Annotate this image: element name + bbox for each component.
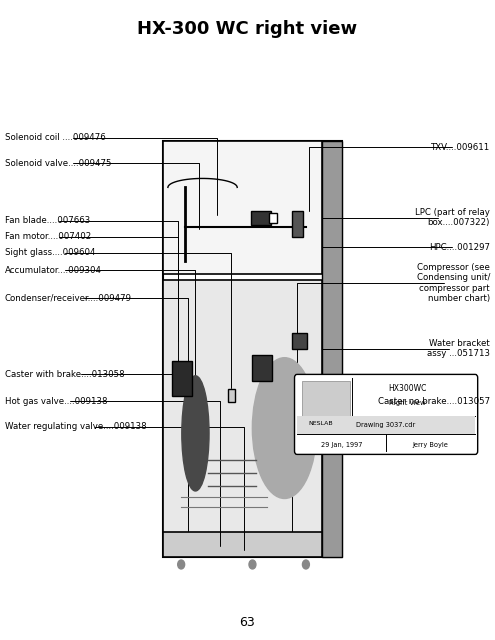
Text: Jerry Boyle: Jerry Boyle: [413, 442, 448, 447]
Text: Fan blade....007663: Fan blade....007663: [5, 216, 90, 225]
Text: 63: 63: [240, 616, 255, 628]
Bar: [163, 280, 322, 544]
Bar: [252, 355, 272, 381]
Bar: [163, 141, 322, 274]
Text: TXV....009611: TXV....009611: [431, 143, 490, 152]
Bar: [163, 532, 322, 557]
Text: Caster with brake....013058: Caster with brake....013058: [5, 370, 125, 379]
Text: Fan motor....007402: Fan motor....007402: [5, 232, 91, 241]
Bar: [322, 141, 342, 557]
Text: Water bracket
assy ...051713: Water bracket assy ...051713: [427, 339, 490, 358]
Text: LPC (part of relay
box....007322): LPC (part of relay box....007322): [415, 208, 490, 227]
Text: Hot gas valve....009138: Hot gas valve....009138: [5, 397, 107, 406]
Ellipse shape: [182, 376, 209, 491]
Text: Condenser/receiver....009479: Condenser/receiver....009479: [5, 293, 132, 302]
Text: NESLAB: NESLAB: [309, 420, 333, 426]
Text: Compressor (see
Condensing unit/
compressor part
number chart): Compressor (see Condensing unit/ compres…: [417, 263, 490, 303]
Text: Accumulator....009304: Accumulator....009304: [5, 266, 102, 275]
Text: Caster no brake....013057: Caster no brake....013057: [378, 397, 490, 406]
Bar: [172, 361, 192, 396]
Bar: [297, 416, 475, 435]
Text: Water regulating valve....009138: Water regulating valve....009138: [5, 422, 147, 431]
Text: HPC....001297: HPC....001297: [429, 243, 490, 252]
Text: Drawing 3037.cdr: Drawing 3037.cdr: [356, 422, 416, 428]
Bar: [228, 389, 236, 402]
Bar: [269, 213, 277, 223]
Text: HX-300 WC right view: HX-300 WC right view: [138, 20, 357, 38]
Ellipse shape: [252, 358, 317, 499]
Text: Sight glass....009604: Sight glass....009604: [5, 248, 96, 257]
Bar: [251, 211, 271, 225]
Bar: [163, 141, 342, 557]
Text: Solenoid valve....009475: Solenoid valve....009475: [5, 159, 111, 168]
Bar: [292, 333, 306, 349]
Circle shape: [178, 560, 185, 569]
Bar: [292, 211, 302, 237]
FancyBboxPatch shape: [295, 374, 478, 454]
Bar: [302, 381, 350, 418]
Circle shape: [249, 560, 256, 569]
Text: Solenoid coil ....009476: Solenoid coil ....009476: [5, 133, 106, 142]
Text: 29 Jan, 1997: 29 Jan, 1997: [321, 442, 362, 447]
Text: HX300WC: HX300WC: [388, 384, 427, 393]
Text: Right view: Right view: [389, 401, 426, 406]
Circle shape: [302, 560, 309, 569]
